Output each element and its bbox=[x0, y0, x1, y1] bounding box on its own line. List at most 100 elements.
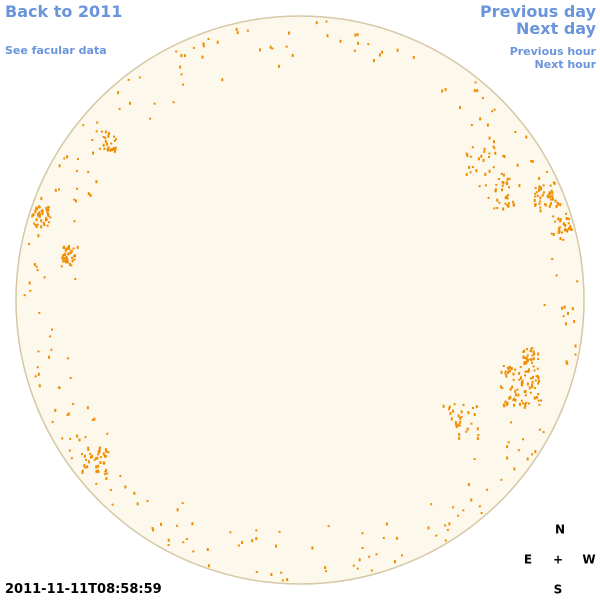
facula bbox=[356, 33, 359, 37]
facula bbox=[531, 361, 534, 364]
facula bbox=[470, 498, 473, 502]
facula bbox=[519, 402, 521, 406]
facula bbox=[522, 355, 525, 359]
facula bbox=[458, 424, 461, 427]
facula bbox=[488, 136, 491, 140]
facula bbox=[498, 201, 501, 204]
facula bbox=[500, 370, 503, 374]
facula bbox=[103, 454, 106, 458]
facula bbox=[229, 531, 232, 534]
facula bbox=[382, 537, 385, 539]
facula bbox=[465, 430, 468, 433]
facula bbox=[542, 184, 545, 187]
facula bbox=[68, 262, 71, 266]
facula bbox=[113, 135, 116, 138]
facula bbox=[510, 367, 513, 370]
facula bbox=[67, 412, 70, 416]
facula bbox=[73, 255, 75, 258]
facula bbox=[524, 402, 527, 406]
facula bbox=[502, 403, 505, 407]
facula bbox=[454, 421, 457, 425]
facula bbox=[550, 189, 553, 192]
facula bbox=[73, 258, 76, 261]
facula bbox=[501, 181, 504, 184]
facula bbox=[259, 48, 261, 52]
next-hour-link[interactable]: Next hour bbox=[534, 58, 597, 71]
facula bbox=[527, 370, 530, 373]
back-link[interactable]: Back to 2011 bbox=[5, 2, 123, 21]
facula bbox=[552, 197, 554, 201]
facula bbox=[113, 139, 116, 142]
facula bbox=[533, 352, 536, 356]
facula bbox=[444, 88, 447, 91]
facula bbox=[207, 38, 210, 40]
facula bbox=[552, 215, 555, 218]
facula bbox=[124, 485, 127, 489]
facula bbox=[255, 571, 258, 573]
facula bbox=[81, 469, 84, 472]
facula bbox=[488, 152, 491, 155]
facula bbox=[153, 102, 156, 105]
previous-hour-link[interactable]: Previous hour bbox=[509, 45, 596, 58]
facula bbox=[40, 225, 43, 229]
facula bbox=[538, 379, 540, 382]
facula bbox=[501, 387, 504, 390]
facula bbox=[555, 205, 558, 209]
facula bbox=[486, 488, 488, 491]
facula bbox=[106, 148, 109, 152]
facula bbox=[43, 224, 46, 227]
facula bbox=[518, 184, 521, 188]
facula bbox=[538, 185, 541, 189]
facula bbox=[556, 203, 559, 206]
facula bbox=[83, 464, 86, 468]
facula bbox=[91, 454, 93, 458]
facula bbox=[554, 220, 557, 223]
facula bbox=[531, 453, 534, 456]
facula bbox=[291, 54, 294, 57]
facula bbox=[562, 238, 565, 241]
facula bbox=[105, 477, 108, 481]
facula bbox=[509, 365, 511, 369]
facula bbox=[557, 202, 559, 204]
facula bbox=[509, 387, 512, 391]
previous-day-link[interactable]: Previous day bbox=[479, 2, 596, 21]
facula bbox=[529, 350, 532, 353]
facula bbox=[32, 213, 35, 216]
facula bbox=[448, 407, 451, 411]
facula bbox=[442, 404, 445, 408]
facula bbox=[455, 423, 457, 426]
facula bbox=[37, 234, 40, 238]
facula bbox=[528, 402, 530, 405]
facula bbox=[352, 564, 355, 567]
facula bbox=[152, 528, 155, 532]
facula bbox=[104, 130, 107, 134]
facula bbox=[554, 199, 557, 203]
facula bbox=[471, 146, 474, 149]
facula bbox=[65, 255, 68, 258]
facula bbox=[514, 131, 517, 133]
facula bbox=[476, 437, 479, 440]
facula bbox=[520, 399, 523, 402]
facula bbox=[216, 40, 219, 44]
facula bbox=[95, 130, 98, 133]
facula bbox=[105, 468, 108, 472]
facula bbox=[498, 178, 501, 180]
facula bbox=[82, 124, 85, 127]
facula bbox=[87, 446, 90, 450]
facula bbox=[523, 406, 526, 409]
facula bbox=[484, 172, 487, 176]
facula bbox=[412, 55, 415, 59]
facula bbox=[553, 181, 556, 185]
next-day-link[interactable]: Next day bbox=[516, 19, 596, 38]
facula bbox=[48, 221, 51, 224]
facula bbox=[378, 53, 381, 57]
facula bbox=[563, 229, 566, 232]
facula bbox=[574, 353, 577, 356]
facular-link[interactable]: See facular data bbox=[5, 44, 107, 57]
facula bbox=[516, 163, 519, 167]
facula bbox=[105, 455, 108, 458]
facula bbox=[506, 195, 508, 199]
facula bbox=[483, 150, 486, 153]
facula bbox=[507, 193, 510, 196]
